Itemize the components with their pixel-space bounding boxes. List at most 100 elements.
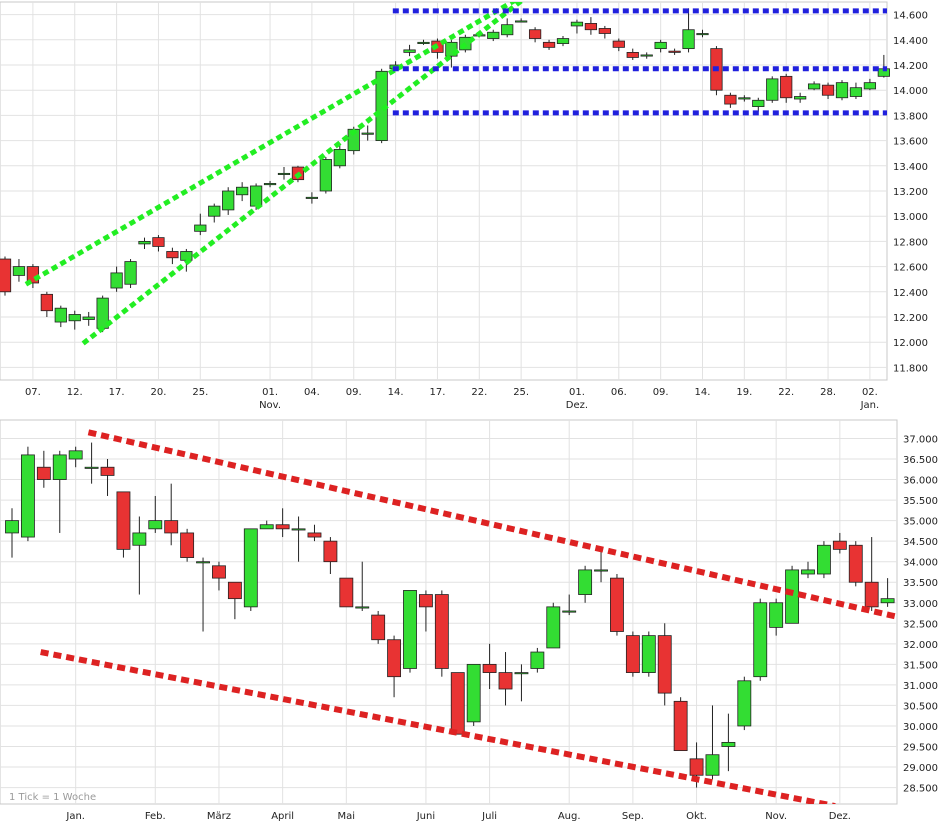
candle-body: [291, 528, 306, 531]
candle: [738, 95, 751, 102]
candle-body: [339, 577, 354, 608]
trend-line: [40, 649, 836, 804]
x-tick-label: 12.: [67, 387, 83, 398]
candle-body: [863, 82, 877, 90]
candle-body: [164, 520, 179, 534]
x-tick-label: April: [271, 811, 294, 822]
candle-body: [148, 520, 163, 530]
interval-note: 1 Tick = 1 Woche: [9, 792, 96, 803]
candle: [208, 203, 221, 223]
candle: [40, 291, 53, 317]
x-tick-label: Nov.: [765, 811, 787, 822]
candle: [487, 29, 500, 42]
candle-body: [816, 544, 831, 575]
candle: [832, 532, 847, 554]
candle-body: [766, 78, 779, 101]
candle: [116, 491, 131, 558]
candle: [780, 73, 793, 103]
candle-body: [556, 38, 570, 44]
candle-body: [578, 569, 593, 595]
y-tick-label: 28.500: [903, 784, 938, 795]
candle-body: [20, 454, 35, 538]
candle-body: [668, 50, 681, 53]
candle: [82, 311, 95, 326]
x-tick-label: 25.: [513, 387, 529, 398]
candle-body: [794, 96, 807, 100]
candle: [610, 574, 624, 636]
y-tick-label: 14.200: [893, 61, 928, 72]
y-tick-label: 14.400: [893, 36, 928, 47]
candle-body: [848, 544, 863, 583]
candle: [20, 446, 35, 542]
candle-body: [307, 532, 322, 538]
candle-body: [166, 251, 179, 259]
candle-body: [515, 20, 528, 23]
candle-body: [275, 524, 290, 530]
candle-body: [12, 266, 26, 276]
y-tick-label: 33.000: [903, 599, 938, 610]
trend-line: [24, 2, 518, 287]
candle: [807, 81, 821, 91]
x-tick-label: 07.: [25, 387, 41, 398]
candle: [498, 652, 513, 706]
candle: [737, 676, 752, 731]
candle-body: [530, 651, 545, 669]
candle: [387, 635, 402, 698]
candle-body: [821, 84, 835, 96]
candle-body: [689, 758, 704, 776]
candle: [403, 44, 416, 57]
candle-body: [387, 639, 402, 678]
candle-body: [610, 577, 624, 632]
candle: [849, 82, 863, 100]
candle-body: [5, 520, 19, 534]
candle-body: [546, 606, 561, 649]
candle: [625, 631, 640, 677]
candle-body: [124, 261, 137, 285]
candle-body: [333, 149, 346, 167]
candle-body: [194, 224, 207, 232]
y-tick-label: 33.500: [903, 578, 938, 589]
weekly-chart-panel: 28.500 29.000 29.500 30.000 30.500 31.000 31.5…: [0, 419, 938, 822]
candle: [641, 631, 656, 677]
candle-body: [705, 754, 720, 776]
candle: [673, 697, 688, 752]
candle-body: [542, 41, 556, 48]
y-tick-label: 32.500: [903, 619, 938, 630]
candle: [243, 528, 258, 611]
candle-body: [450, 672, 465, 735]
x-tick-label: Aug.: [558, 811, 581, 822]
candle-body: [417, 41, 430, 44]
x-tick-label: Jan.: [65, 811, 85, 822]
candle: [166, 247, 179, 265]
candle-body: [673, 700, 688, 752]
candle: [110, 266, 123, 292]
candle-body: [36, 466, 51, 480]
candle-body: [625, 635, 640, 673]
candle-body: [487, 31, 500, 39]
candle: [36, 450, 51, 488]
x-tick-label: 01.: [569, 387, 585, 398]
x-tick-label: 09.: [653, 387, 669, 398]
y-tick-label: 37.000: [903, 434, 938, 445]
candle: [12, 259, 26, 282]
y-tick-label: 31.000: [903, 681, 938, 692]
candle-body: [138, 240, 151, 245]
x-tick-label: 25.: [192, 387, 208, 398]
y-tick-label: 12.800: [893, 237, 928, 248]
x-tick-label: 20.: [150, 387, 166, 398]
candle-body: [243, 528, 258, 608]
y-tick-label: 13.400: [893, 162, 928, 173]
x-tick-label: 22.: [471, 387, 487, 398]
candle: [277, 167, 291, 180]
candle: [578, 565, 593, 603]
candle: [180, 528, 195, 562]
x-tick-label: Sep.: [622, 811, 644, 822]
candle-body: [724, 94, 737, 105]
candle: [339, 577, 354, 608]
candle-body: [769, 602, 784, 628]
candle: [5, 508, 19, 558]
y-tick-label: 31.500: [903, 660, 938, 671]
x-tick-label: 04.: [304, 387, 320, 398]
candle: [417, 39, 430, 45]
